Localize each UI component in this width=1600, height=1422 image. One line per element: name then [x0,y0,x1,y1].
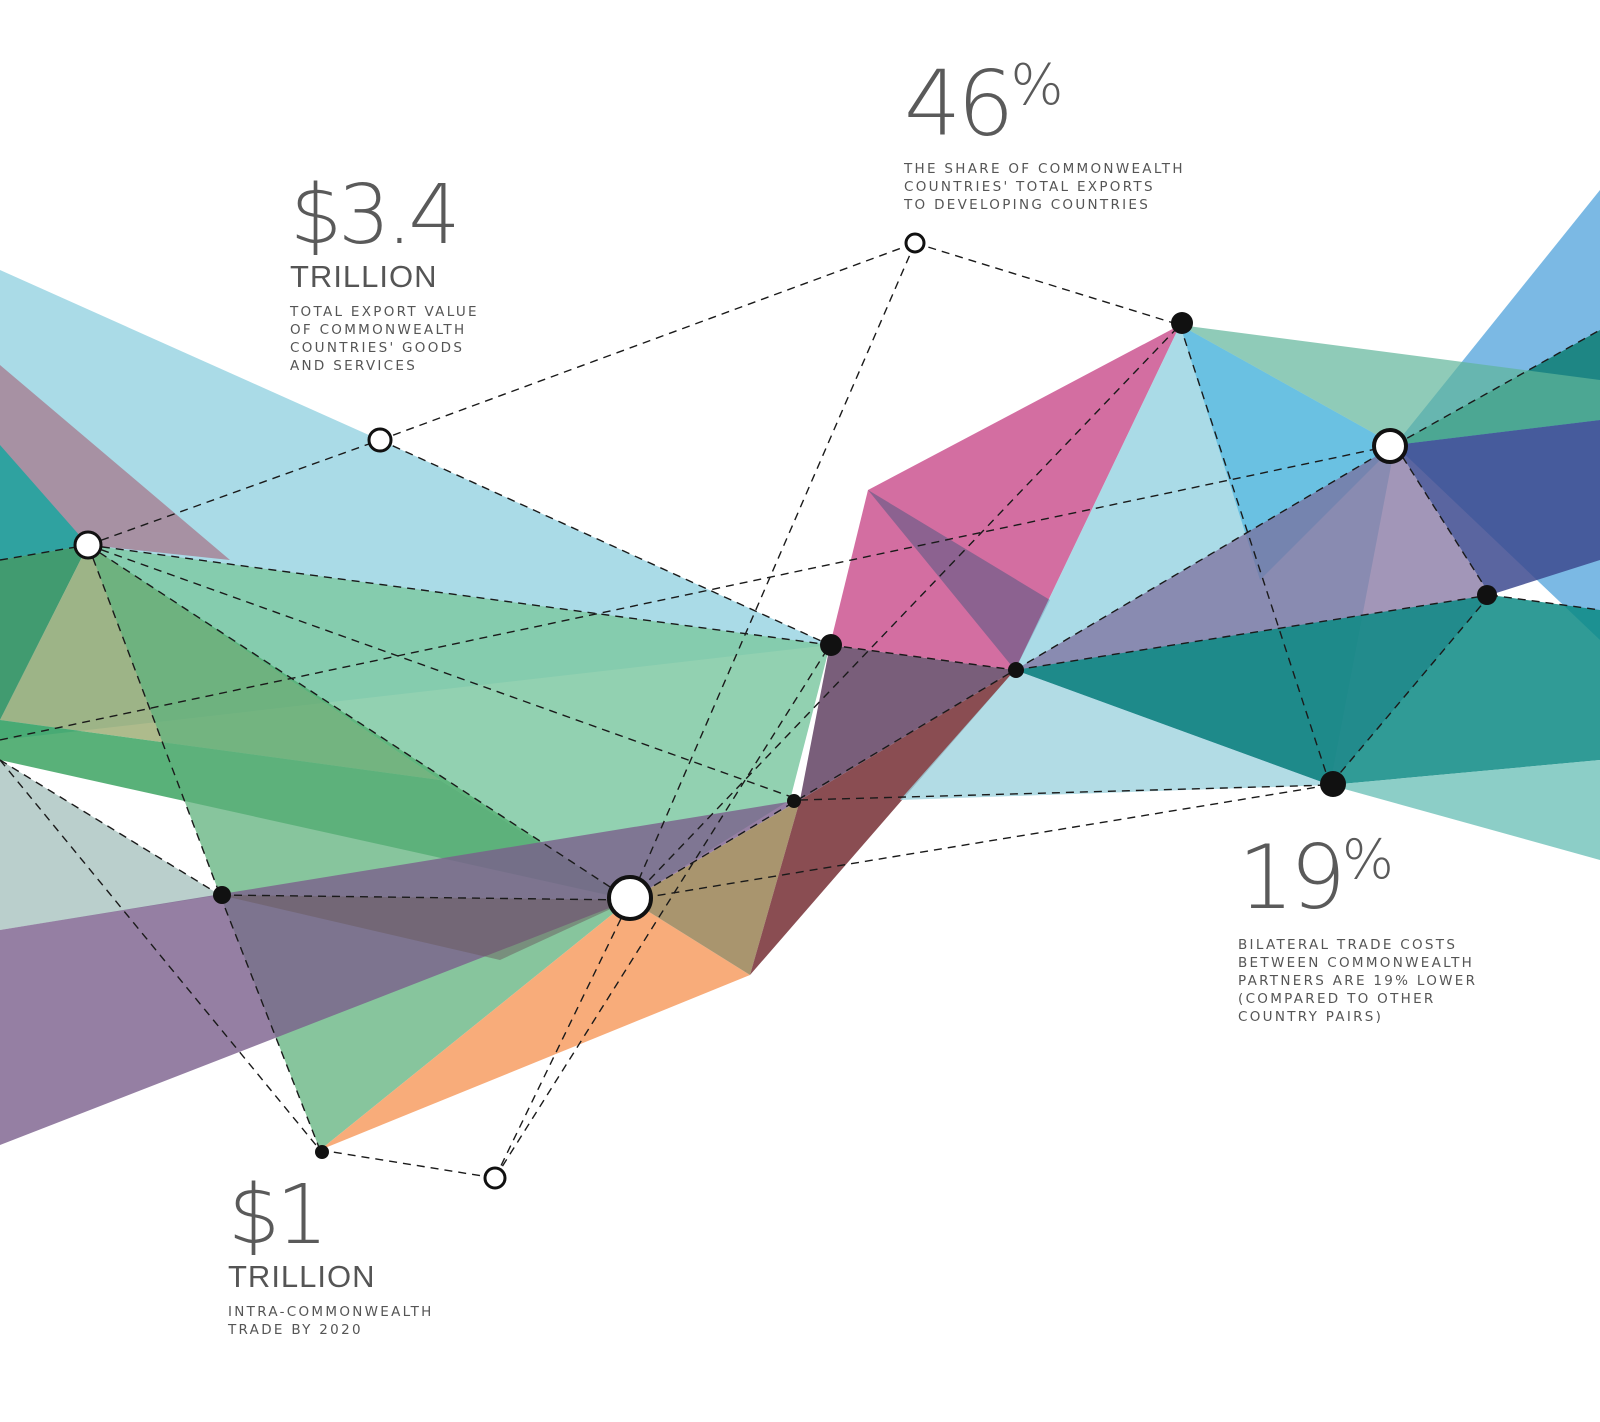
node-solid [213,886,231,904]
ribbon-shape [1180,325,1600,445]
description-line: BETWEEN COMMONWEALTH [1238,955,1475,971]
description-line: COUNTRY PAIRS) [1238,1009,1384,1025]
stat-description: INTRA-COMMONWEALTH TRADE BY 2020 [228,1303,434,1339]
description-line: INTRA-COMMONWEALTH [228,1304,434,1320]
node-solid [1320,771,1346,797]
ribbon-shape [900,670,1330,800]
ribbon-shape [320,900,750,1150]
stat-number: 46 [904,51,1015,157]
stat-description: BILATERAL TRADE COSTS BETWEEN COMMONWEAL… [1238,936,1477,1026]
node-solid [787,794,801,808]
percent-sign: % [1010,53,1064,118]
node-solid [315,1145,329,1159]
description-line: BILATERAL TRADE COSTS [1238,937,1458,953]
description-line: THE SHARE OF COMMONWEALTH [904,160,1185,177]
stat-description: THE SHARE OF COMMONWEALTH COUNTRIES' TOT… [904,160,1185,214]
description-line: COUNTRIES' GOODS [290,340,465,356]
node-solid [1008,662,1024,678]
ribbon-shape [1330,760,1600,860]
node-open [607,875,653,921]
node-open [483,1166,507,1190]
stat-trade-costs: 19% BILATERAL TRADE COSTS BETWEEN COMMON… [1238,832,1477,1026]
dashed-links [0,242,1600,1179]
description-line: TO DEVELOPING COUNTRIES [904,196,1151,213]
node-open [73,530,103,560]
stat-number: 19 [1238,826,1346,929]
description-line: (COMPARED TO OTHER [1238,991,1436,1007]
ribbon-shape [88,545,630,1150]
ribbon-shape [800,645,1015,800]
node-solid [820,634,842,656]
node-open [904,232,926,254]
description-line: COUNTRIES' TOTAL EXPORTS [904,178,1155,195]
nodes [73,232,1497,1190]
stat-figure: $1 [228,1168,328,1263]
ribbon-shape [1180,325,1395,580]
node-open [1372,428,1408,464]
stat-figure: 19% [1238,832,1477,922]
stat-description: TOTAL EXPORT VALUE OF COMMONWEALTH COUNT… [290,303,479,375]
description-line: TRADE BY 2020 [228,1322,363,1338]
ribbon-shape [0,760,220,930]
stat-unit: TRILLION [228,1259,376,1294]
ribbon-shape [868,490,1050,670]
stat-intra-trade: $1 TRILLION INTRA-COMMONWEALTH TRADE BY … [228,1175,434,1339]
ribbon-shape [220,895,630,960]
ribbon-shape [0,800,800,1145]
stat-developing-share: 46% THE SHARE OF COMMONWEALTH COUNTRIES'… [904,58,1185,214]
stat-export-value: $3.4 TRILLION TOTAL EXPORT VALUE OF COMM… [290,175,479,375]
ribbon-shape [1015,595,1600,785]
node-open [367,427,393,453]
description-line: OF COMMONWEALTH [290,322,467,338]
stat-figure: $3.4 [290,168,461,263]
stat-unit: TRILLION [290,259,438,294]
ribbon-shape [1395,420,1600,595]
description-line: AND SERVICES [290,358,418,374]
node-solid [1171,312,1193,334]
node-solid [1477,585,1497,605]
ribbon-shape [0,445,88,560]
description-line: PARTNERS ARE 19% LOWER [1238,973,1478,989]
description-line: TOTAL EXPORT VALUE [290,304,479,320]
stat-figure: 46% [904,58,1185,150]
ribbon-shape [830,325,1180,670]
percent-sign: % [1341,827,1394,891]
ribbon-shape [88,545,830,900]
ribbon-shape [630,800,800,975]
